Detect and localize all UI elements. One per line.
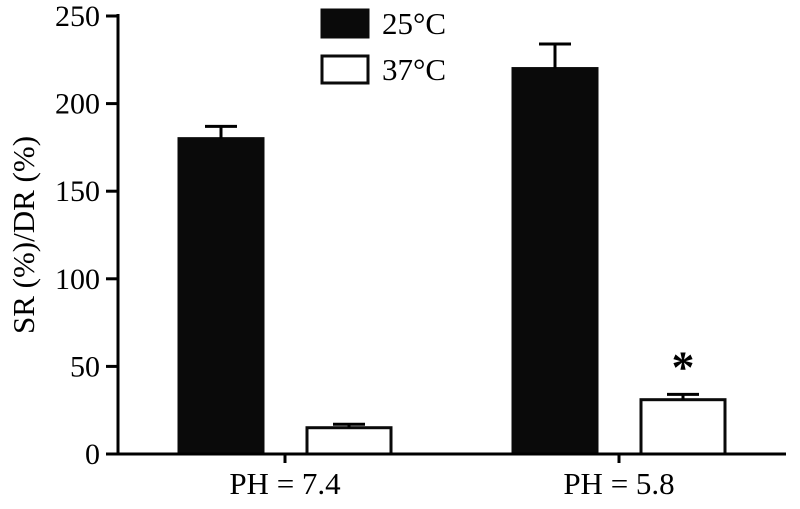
- x-category-label: PH = 5.8: [563, 466, 674, 501]
- legend-label: 37°C: [382, 52, 446, 87]
- legend-label: 25°C: [382, 6, 446, 41]
- y-axis-label: SR (%)/DR (%): [6, 136, 41, 334]
- significance-asterisk: *: [672, 341, 695, 392]
- y-tick-label: 150: [55, 175, 100, 208]
- y-tick-label: 100: [55, 263, 100, 296]
- bar-25°C-PH = 7.4: [177, 137, 265, 456]
- y-tick-label: 200: [55, 88, 100, 121]
- legend-swatch-25°C: [320, 8, 370, 39]
- y-tick-label: 50: [70, 350, 100, 383]
- legend-swatch-37°C: [320, 54, 370, 85]
- bar-37°C-PH = 7.4: [305, 426, 393, 456]
- x-category-label: PH = 7.4: [229, 466, 341, 501]
- y-tick-label: 0: [85, 438, 100, 471]
- bar-25°C-PH = 5.8: [511, 67, 599, 456]
- bar-37°C-PH = 5.8: [639, 398, 727, 456]
- y-tick-label: 250: [55, 0, 100, 33]
